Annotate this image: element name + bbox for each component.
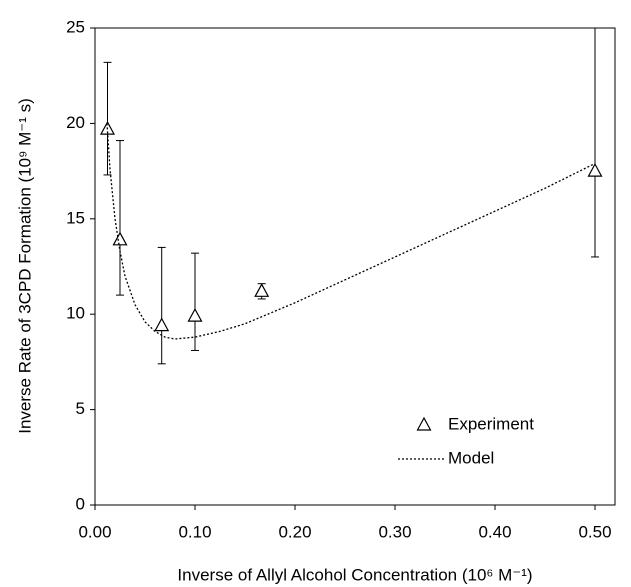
legend-marker [416,416,432,431]
x-tick-label: 0.20 [278,522,311,541]
y-tick-label: 10 [66,304,85,323]
x-tick-label: 0.40 [478,522,511,541]
data-point [154,317,170,332]
y-tick-label: 15 [66,208,85,227]
data-point [587,162,603,177]
x-axis-label: Inverse of Allyl Alcohol Concentration (… [177,565,532,584]
data-point [187,307,203,322]
y-tick-label: 25 [66,17,85,36]
x-tick-label: 0.30 [378,522,411,541]
legend-label: Experiment [448,414,534,433]
y-tick-label: 0 [76,494,85,513]
data-point [254,283,270,297]
plot-frame [94,27,616,506]
x-tick-label: 0.00 [78,522,111,541]
model-line [106,123,596,340]
y-axis-label: Inverse Rate of 3CPD Formation (10⁹ M⁻¹ … [15,98,34,434]
legend-label: Model [448,448,494,467]
y-tick-label: 5 [76,399,85,418]
x-tick-label: 0.10 [178,522,211,541]
x-tick-label: 0.50 [578,522,611,541]
y-tick-label: 20 [66,113,85,132]
data-point [112,231,128,246]
